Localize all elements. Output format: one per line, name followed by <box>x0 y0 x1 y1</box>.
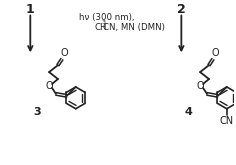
Text: hν (300 nm),: hν (300 nm), <box>79 13 134 22</box>
Text: 3: 3 <box>102 20 106 25</box>
Text: 1: 1 <box>26 3 35 16</box>
Text: CN, MN (DMN): CN, MN (DMN) <box>103 22 165 32</box>
Text: CN: CN <box>220 116 234 126</box>
Text: O: O <box>60 48 68 58</box>
Text: O: O <box>45 81 53 91</box>
Text: 4: 4 <box>184 107 192 117</box>
Text: 3: 3 <box>34 107 41 117</box>
Text: O: O <box>196 81 204 91</box>
Text: O: O <box>211 48 219 58</box>
Text: 2: 2 <box>177 3 186 16</box>
Text: CH: CH <box>94 22 107 32</box>
